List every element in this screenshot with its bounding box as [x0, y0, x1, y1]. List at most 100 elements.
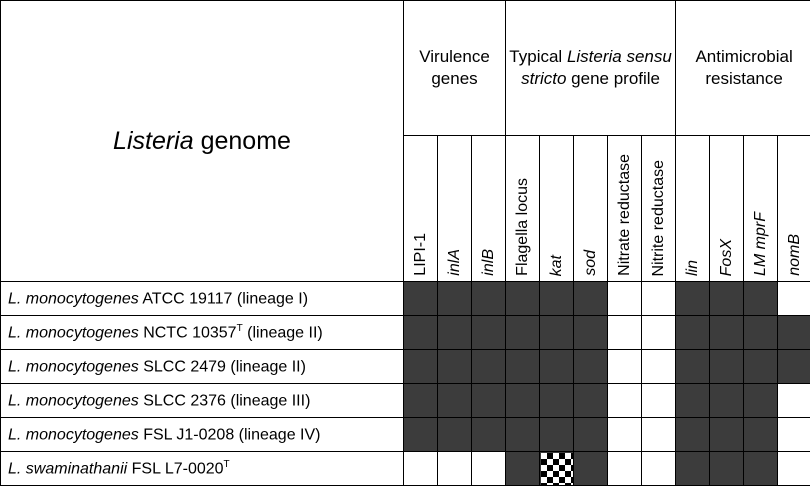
- gene-absent-cell: [777, 281, 810, 316]
- gene-present-cell: [573, 349, 609, 384]
- gene-present-cell: [573, 451, 609, 486]
- group-label-part-italic: Listeria sensu stricto: [521, 47, 672, 88]
- genome-label: L. monocytogenes SLCC 2479 (lineage II): [0, 349, 404, 384]
- gene-absent-cell: [777, 383, 810, 418]
- gene-absent-cell: [641, 315, 677, 350]
- group-label: Antimicrobial resistance: [695, 47, 793, 88]
- gene-present-cell: [675, 315, 711, 350]
- gene-header: inlA: [437, 135, 472, 282]
- gene-present-cell: [470, 281, 507, 316]
- table-row: L. monocytogenes FSL J1-0208 (lineage IV…: [0, 417, 810, 452]
- gene-absent-cell: [641, 383, 677, 418]
- gene-label: Nitrate reductase: [615, 154, 633, 276]
- gene-present-cell: [437, 315, 472, 350]
- gene-present-cell: [505, 383, 541, 418]
- species-name: L. swaminathanii: [8, 460, 128, 478]
- genome-label: L. monocytogenes FSL J1-0208 (lineage IV…: [0, 417, 404, 452]
- gene-present-cell: [437, 349, 472, 384]
- genome-label: L. monocytogenes NCTC 10357T (lineage II…: [0, 315, 404, 350]
- gene-present-cell: [437, 383, 472, 418]
- species-name: L. monocytogenes: [8, 324, 139, 342]
- species-name: L. monocytogenes: [8, 426, 139, 444]
- gene-partial-cell: [539, 451, 575, 486]
- gene-header: kat: [539, 135, 575, 282]
- gene-header: lin: [675, 135, 711, 282]
- gene-label: sod: [581, 250, 599, 276]
- gene-present-cell: [675, 349, 711, 384]
- gene-present-cell: [743, 417, 779, 452]
- strain-name: SLCC 2479 (lineage II): [138, 358, 306, 376]
- gene-present-cell: [539, 281, 575, 316]
- gene-header: Nitrite reductase: [641, 135, 677, 282]
- gene-present-cell: [743, 281, 779, 316]
- gene-absent-cell: [437, 451, 472, 486]
- gene-present-cell: [505, 451, 541, 486]
- gene-absent-cell: [607, 349, 643, 384]
- gene-label: FosX: [717, 238, 735, 276]
- gene-absent-cell: [641, 451, 677, 486]
- gene-header: sod: [573, 135, 609, 282]
- lineage-label: (lineage II): [242, 324, 323, 342]
- group-label-part: Typical: [509, 47, 567, 66]
- gene-header: nomB: [777, 135, 810, 282]
- gene-absent-cell: [607, 281, 643, 316]
- table-row: L. swaminathanii FSL L7-0020T: [0, 451, 810, 486]
- gene-label: kat: [547, 254, 565, 276]
- gene-absent-cell: [641, 281, 677, 316]
- gene-present-cell: [573, 281, 609, 316]
- gene-header: inlB: [470, 135, 507, 282]
- gene-label: inlB: [479, 249, 497, 276]
- group-antimicrobial-resistance: Antimicrobial resistance: [675, 0, 810, 136]
- gene-present-cell: [675, 417, 711, 452]
- gene-present-cell: [777, 349, 810, 384]
- gene-present-cell: [470, 349, 507, 384]
- gene-present-cell: [709, 281, 745, 316]
- gene-header: Nitrate reductase: [607, 135, 643, 282]
- gene-present-cell: [505, 281, 541, 316]
- gene-label: lin: [683, 259, 701, 276]
- gene-header: Flagella locus: [505, 135, 541, 282]
- gene-present-cell: [743, 315, 779, 350]
- gene-present-cell: [675, 383, 711, 418]
- table-row: L. monocytogenes SLCC 2376 (lineage III): [0, 383, 810, 418]
- gene-present-cell: [709, 315, 745, 350]
- gene-present-cell: [539, 349, 575, 384]
- corner-rest: genome: [193, 126, 291, 155]
- gene-present-cell: [743, 349, 779, 384]
- genome-label: L. swaminathanii FSL L7-0020T: [0, 451, 404, 486]
- gene-present-cell: [709, 383, 745, 418]
- group-virulence-genes: Virulence genes: [402, 0, 507, 136]
- species-name: L. monocytogenes: [8, 392, 139, 410]
- gene-header: LIPI-1: [403, 135, 438, 282]
- gene-present-cell: [539, 383, 575, 418]
- genome-label: L. monocytogenes ATCC 19117 (lineage I): [0, 281, 404, 316]
- gene-present-cell: [470, 315, 507, 350]
- strain-name: FSL J1-0208 (lineage IV): [138, 426, 321, 444]
- gene-present-cell: [539, 315, 575, 350]
- gene-present-cell: [539, 417, 575, 452]
- group-label: Virulence genes: [419, 47, 490, 88]
- gene-header: LM mprF: [743, 135, 779, 282]
- corner-italic: Listeria: [113, 126, 194, 155]
- strain-name: ATCC 19117 (lineage I): [138, 290, 309, 308]
- species-name: L. monocytogenes: [8, 358, 139, 376]
- species-name: L. monocytogenes: [8, 290, 139, 308]
- gene-present-cell: [709, 417, 745, 452]
- gene-label: LIPI-1: [411, 233, 429, 276]
- gene-present-cell: [437, 417, 472, 452]
- gene-present-cell: [403, 383, 438, 418]
- gene-present-cell: [675, 281, 711, 316]
- gene-present-cell: [403, 417, 438, 452]
- gene-present-cell: [403, 281, 438, 316]
- table-row: L. monocytogenes ATCC 19117 (lineage I): [0, 281, 810, 316]
- gene-present-cell: [675, 451, 711, 486]
- strain-name: SLCC 2376 (lineage III): [138, 392, 311, 410]
- gene-absent-cell: [607, 451, 643, 486]
- gene-present-cell: [403, 349, 438, 384]
- gene-absent-cell: [470, 451, 507, 486]
- gene-label: nomB: [786, 234, 804, 276]
- gene-absent-cell: [607, 315, 643, 350]
- gene-absent-cell: [641, 417, 677, 452]
- strain-name: FSL L7-0020: [127, 460, 224, 478]
